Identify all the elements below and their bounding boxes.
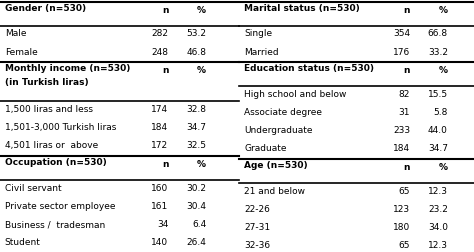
Text: 34.7: 34.7 bbox=[428, 144, 448, 153]
Text: n: n bbox=[162, 6, 168, 15]
Text: 184: 184 bbox=[393, 144, 410, 153]
Text: 34.0: 34.0 bbox=[428, 222, 448, 231]
Text: Associate degree: Associate degree bbox=[244, 108, 322, 116]
Text: Gender (n=530): Gender (n=530) bbox=[5, 4, 86, 13]
Text: n: n bbox=[403, 162, 410, 171]
Text: 21 and below: 21 and below bbox=[244, 186, 305, 195]
Text: 4,501 liras or  above: 4,501 liras or above bbox=[5, 141, 98, 150]
Text: Single: Single bbox=[244, 29, 272, 38]
Text: Monthly income (n=530): Monthly income (n=530) bbox=[5, 64, 130, 73]
Text: %: % bbox=[197, 159, 206, 168]
Text: 233: 233 bbox=[393, 126, 410, 135]
Text: Male: Male bbox=[5, 29, 26, 38]
Text: 282: 282 bbox=[151, 29, 168, 38]
Text: %: % bbox=[439, 162, 448, 171]
Text: 23.2: 23.2 bbox=[428, 204, 448, 213]
Text: 161: 161 bbox=[151, 201, 168, 210]
Text: 32.8: 32.8 bbox=[186, 105, 206, 113]
Text: 174: 174 bbox=[151, 105, 168, 113]
Text: 27-31: 27-31 bbox=[244, 222, 270, 231]
Text: 30.4: 30.4 bbox=[186, 201, 206, 210]
Text: 123: 123 bbox=[393, 204, 410, 213]
Text: %: % bbox=[439, 66, 448, 75]
Text: 248: 248 bbox=[151, 47, 168, 56]
Text: 34: 34 bbox=[157, 219, 168, 228]
Text: %: % bbox=[439, 6, 448, 15]
Text: Business /  tradesman: Business / tradesman bbox=[5, 219, 105, 228]
Text: Education status (n=530): Education status (n=530) bbox=[244, 64, 374, 73]
Text: 6.4: 6.4 bbox=[192, 219, 206, 228]
Text: 34.7: 34.7 bbox=[186, 123, 206, 132]
Text: 32-36: 32-36 bbox=[244, 240, 270, 249]
Text: 184: 184 bbox=[151, 123, 168, 132]
Text: Student: Student bbox=[5, 237, 41, 246]
Text: Female: Female bbox=[5, 47, 37, 56]
Text: 44.0: 44.0 bbox=[428, 126, 448, 135]
Text: 12.3: 12.3 bbox=[428, 186, 448, 195]
Text: 65: 65 bbox=[399, 186, 410, 195]
Text: %: % bbox=[197, 66, 206, 75]
Text: Married: Married bbox=[244, 47, 279, 56]
Text: 32.5: 32.5 bbox=[186, 141, 206, 150]
Text: 26.4: 26.4 bbox=[186, 237, 206, 246]
Text: Civil servant: Civil servant bbox=[5, 183, 61, 192]
Text: 172: 172 bbox=[151, 141, 168, 150]
Text: 180: 180 bbox=[393, 222, 410, 231]
Text: 66.8: 66.8 bbox=[428, 29, 448, 38]
Text: High school and below: High school and below bbox=[244, 89, 346, 98]
Text: n: n bbox=[162, 66, 168, 75]
Text: 354: 354 bbox=[393, 29, 410, 38]
Text: 65: 65 bbox=[399, 240, 410, 249]
Text: Undergraduate: Undergraduate bbox=[244, 126, 313, 135]
Text: 1,501-3,000 Turkish liras: 1,501-3,000 Turkish liras bbox=[5, 123, 116, 132]
Text: n: n bbox=[403, 6, 410, 15]
Text: 5.8: 5.8 bbox=[434, 108, 448, 116]
Text: %: % bbox=[197, 6, 206, 15]
Text: 160: 160 bbox=[151, 183, 168, 192]
Text: 140: 140 bbox=[151, 237, 168, 246]
Text: 82: 82 bbox=[399, 89, 410, 98]
Text: 31: 31 bbox=[399, 108, 410, 116]
Text: n: n bbox=[162, 159, 168, 168]
Text: 15.5: 15.5 bbox=[428, 89, 448, 98]
Text: (in Turkish liras): (in Turkish liras) bbox=[5, 78, 88, 87]
Text: Graduate: Graduate bbox=[244, 144, 287, 153]
Text: Private sector employee: Private sector employee bbox=[5, 201, 115, 210]
Text: 30.2: 30.2 bbox=[186, 183, 206, 192]
Text: 33.2: 33.2 bbox=[428, 47, 448, 56]
Text: 176: 176 bbox=[393, 47, 410, 56]
Text: 46.8: 46.8 bbox=[186, 47, 206, 56]
Text: Occupation (n=530): Occupation (n=530) bbox=[5, 158, 107, 167]
Text: 22-26: 22-26 bbox=[244, 204, 270, 213]
Text: Age (n=530): Age (n=530) bbox=[244, 161, 308, 170]
Text: n: n bbox=[403, 66, 410, 75]
Text: Marital status (n=530): Marital status (n=530) bbox=[244, 4, 360, 13]
Text: 53.2: 53.2 bbox=[186, 29, 206, 38]
Text: 1,500 liras and less: 1,500 liras and less bbox=[5, 105, 93, 113]
Text: 12.3: 12.3 bbox=[428, 240, 448, 249]
